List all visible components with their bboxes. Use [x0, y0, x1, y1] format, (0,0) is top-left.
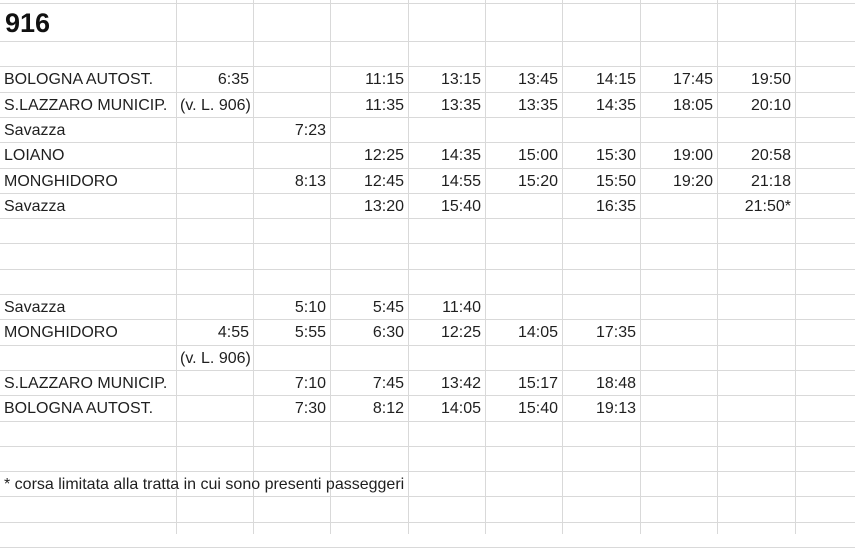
row-gridline	[0, 319, 855, 321]
stop-name[interactable]: S.LAZZARO MUNICIP.	[4, 96, 168, 114]
departure-time[interactable]: 8:12	[372, 400, 404, 418]
departure-time[interactable]: 15:17	[517, 374, 558, 392]
stop-name[interactable]: MONGHIDORO	[4, 172, 118, 190]
departure-time[interactable]: 8:13	[294, 172, 326, 190]
departure-time[interactable]: 16:35	[595, 197, 636, 215]
stop-name[interactable]: LOIANO	[4, 147, 65, 165]
departure-time[interactable]: 15:40	[517, 400, 558, 418]
departure-time[interactable]: 15:00	[517, 147, 558, 165]
column-gridline	[640, 0, 641, 534]
departure-time[interactable]: 13:15	[440, 71, 481, 89]
departure-time[interactable]: 7:23	[294, 121, 326, 139]
departure-time[interactable]: 12:45	[363, 172, 404, 190]
column-gridline	[717, 0, 718, 534]
row-gridline	[0, 66, 855, 68]
stop-name[interactable]: MONGHIDORO	[4, 324, 118, 342]
footnote[interactable]: * corsa limitata alla tratta in cui sono…	[4, 476, 405, 494]
departure-time[interactable]: 19:13	[595, 400, 636, 418]
row-gridline	[0, 3, 855, 4]
row-gridline	[0, 243, 855, 245]
row-gridline	[0, 420, 855, 422]
column-gridline	[330, 0, 331, 534]
column-gridline	[795, 0, 796, 534]
departure-time[interactable]: 6:30	[372, 324, 404, 342]
departure-time[interactable]: 15:50	[595, 172, 636, 190]
departure-time[interactable]: 17:45	[672, 71, 713, 89]
route-number-title[interactable]: 916	[5, 8, 51, 38]
column-gridline	[485, 0, 486, 534]
departure-time[interactable]: 18:48	[595, 374, 636, 392]
departure-time[interactable]: 19:20	[672, 172, 713, 190]
column-gridline	[253, 0, 254, 534]
departure-time[interactable]: 14:05	[517, 324, 558, 342]
row-gridline	[0, 344, 855, 346]
departure-time[interactable]: 14:55	[440, 172, 481, 190]
departure-time[interactable]: 5:45	[372, 299, 404, 316]
departure-time[interactable]: 13:35	[517, 96, 558, 114]
departure-time[interactable]: 4:55	[217, 324, 249, 342]
row-gridline	[0, 167, 855, 169]
row-gridline	[0, 496, 855, 498]
departure-time[interactable]: 14:35	[440, 147, 481, 165]
stop-name[interactable]: Savazza	[4, 121, 66, 139]
departure-time[interactable]: 14:15	[595, 71, 636, 89]
departure-time[interactable]: 11:40	[442, 299, 481, 316]
departure-time[interactable]: 14:35	[595, 96, 636, 114]
departure-time[interactable]: 20:58	[750, 147, 791, 165]
row-gridline	[0, 471, 855, 473]
departure-time[interactable]: 13:20	[363, 197, 404, 215]
departure-time[interactable]: 13:45	[517, 71, 558, 89]
departure-time[interactable]: 14:05	[440, 400, 481, 418]
row-gridline	[0, 218, 855, 220]
departure-time[interactable]: 12:25	[363, 147, 404, 165]
departure-time[interactable]: 13:42	[440, 374, 481, 392]
row-gridline	[0, 91, 855, 93]
departure-time[interactable]: 13:35	[440, 96, 481, 114]
departure-time[interactable]: 6:35	[217, 71, 249, 89]
departure-time[interactable]: 18:05	[672, 96, 713, 114]
departure-time[interactable]: 12:25	[440, 324, 481, 342]
stop-name[interactable]: BOLOGNA AUTOST.	[4, 400, 154, 418]
stop-name[interactable]: BOLOGNA AUTOST.	[4, 71, 154, 89]
stop-name[interactable]: S.LAZZARO MUNICIP.	[4, 374, 168, 392]
column-gridline	[176, 0, 177, 534]
row-gridline	[0, 41, 855, 42]
departure-time[interactable]: 21:18	[750, 172, 791, 190]
row-gridline	[0, 521, 855, 523]
row-gridline	[0, 395, 855, 397]
departure-time[interactable]: 20:10	[750, 96, 791, 114]
departure-time[interactable]: 15:20	[517, 172, 558, 190]
stop-name[interactable]: Savazza	[4, 299, 66, 316]
row-gridline	[0, 294, 855, 295]
departure-time[interactable]: 21:50*	[744, 197, 791, 215]
line-note[interactable]: (v. L. 906)	[180, 96, 251, 114]
departure-time[interactable]: 19:00	[672, 147, 713, 165]
departure-time[interactable]: 19:50	[750, 71, 791, 89]
row-gridline	[0, 369, 855, 371]
departure-time[interactable]: 7:45	[372, 374, 404, 392]
departure-time[interactable]: 17:35	[595, 324, 636, 342]
departure-time[interactable]: 7:10	[294, 374, 326, 392]
departure-time[interactable]: 11:35	[365, 96, 404, 114]
departure-time[interactable]: 15:40	[440, 197, 481, 215]
departure-time[interactable]: 11:15	[365, 71, 404, 89]
row-gridline	[0, 116, 855, 118]
row-gridline	[0, 142, 855, 144]
line-note[interactable]: (v. L. 906)	[180, 349, 251, 367]
row-gridline	[0, 268, 855, 270]
departure-time[interactable]: 5:10	[294, 299, 326, 316]
column-gridline	[408, 0, 409, 534]
column-gridline	[562, 0, 563, 534]
row-gridline	[0, 192, 855, 194]
departure-time[interactable]: 7:30	[294, 400, 326, 418]
stop-name[interactable]: Savazza	[4, 197, 66, 215]
departure-time[interactable]: 5:55	[294, 324, 326, 342]
row-gridline	[0, 445, 855, 447]
departure-time[interactable]: 15:30	[595, 147, 636, 165]
